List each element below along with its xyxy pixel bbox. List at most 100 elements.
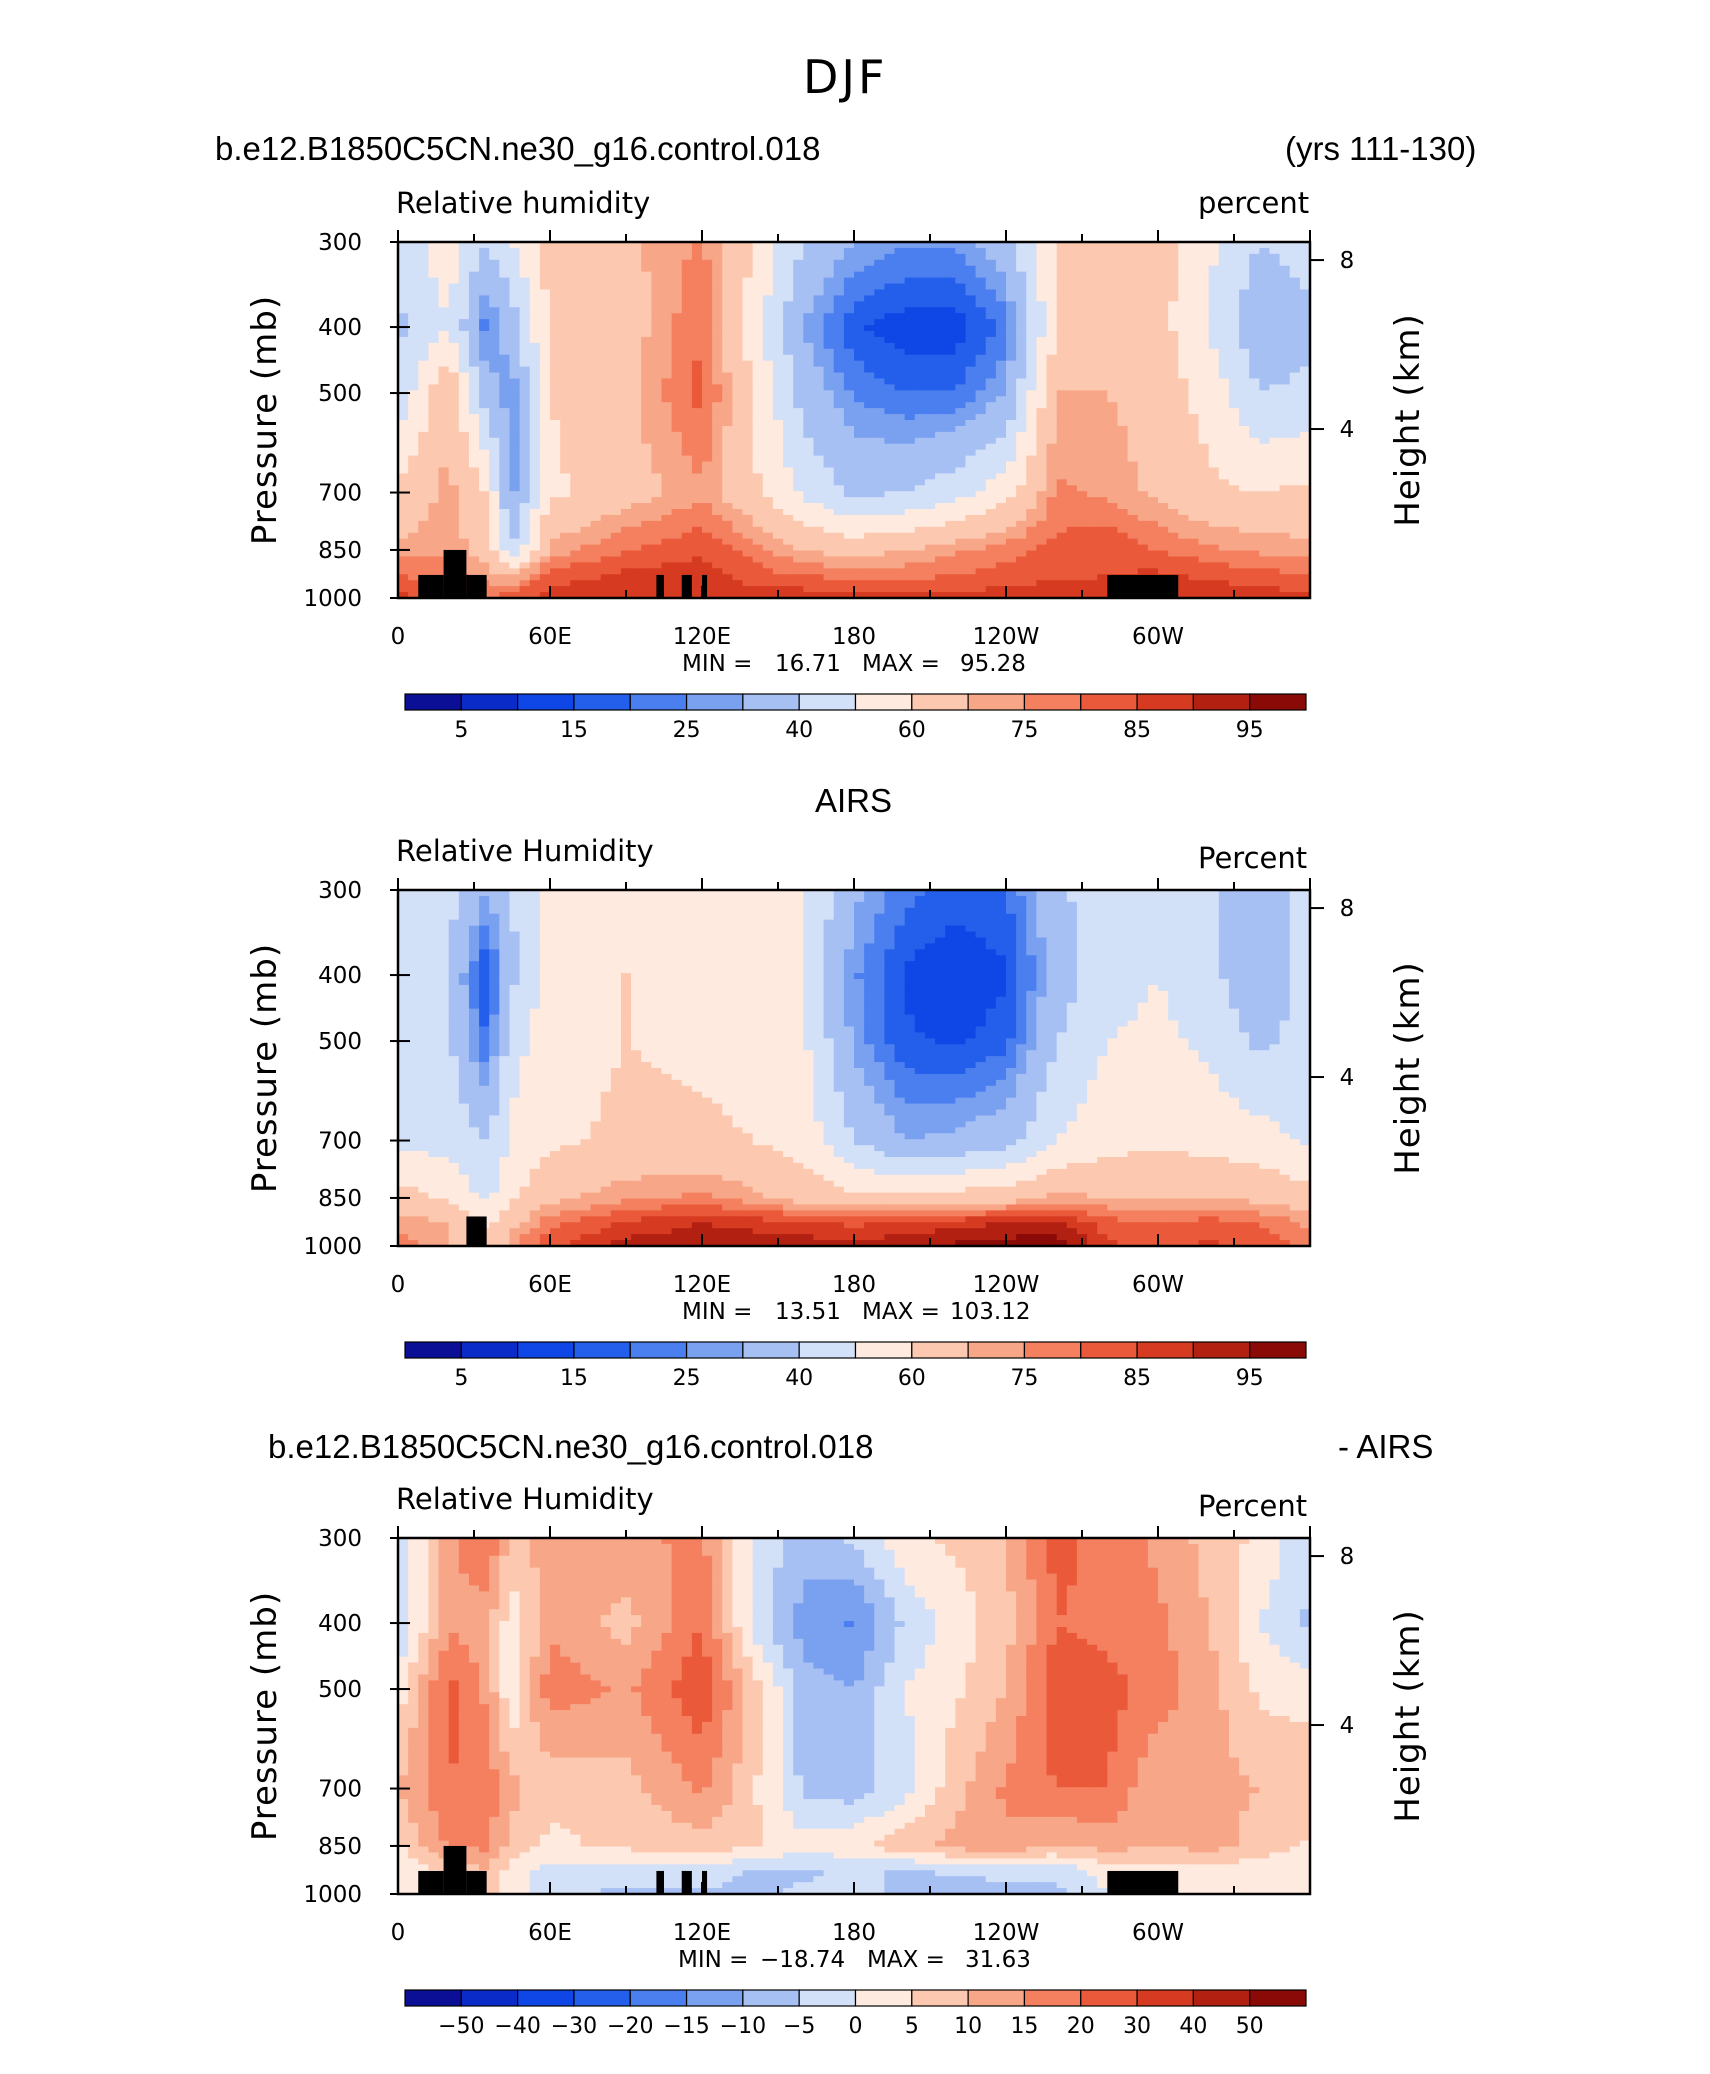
contour-cell [438,325,450,332]
contour-cell [935,550,946,558]
contour-cell [1076,325,1088,332]
contour-cell [1289,473,1301,480]
contour-cell [418,253,429,261]
contour-cell [631,526,642,534]
contour-cell [1259,408,1271,415]
contour-cell [752,277,764,285]
contour-cell [509,360,521,368]
contour-cell [803,366,815,374]
contour-cell [448,449,460,457]
contour-cell [1269,497,1281,504]
contour-cell [1239,366,1250,374]
contour-cell [904,253,916,261]
contour-cell [428,473,440,480]
contour-cell [671,437,683,445]
contour-cell [600,295,612,302]
contour-cell [1188,479,1200,486]
contour-cell [519,420,531,427]
contour-cell [1168,485,1179,492]
contour-cell [783,277,794,285]
contour-cell [1006,289,1017,296]
contour-cell [1218,544,1230,552]
contour-cell [448,420,460,427]
contour-cell [1178,242,1189,249]
contour-cell [529,479,541,486]
contour-cell [772,467,784,474]
contour-cell [448,455,460,463]
contour-cell [762,366,774,374]
contour-cell [772,431,784,439]
contour-cell [418,568,429,575]
contour-cell [793,253,804,261]
contour-cell [428,467,440,474]
contour-cell [428,265,440,273]
contour-cell [1127,242,1139,249]
contour-cell [1218,283,1230,291]
contour-cell [539,342,551,350]
contour-cell [418,497,429,504]
contour-cell [1208,520,1220,528]
contour-cell [479,550,490,558]
contour-cell [529,390,541,397]
contour-cell [620,550,632,558]
contour-cell [489,449,500,457]
contour-cell [570,532,581,540]
contour-cell [1066,301,1078,308]
contour-cell [995,431,1007,439]
contour-cell [1188,247,1200,255]
contour-cell [620,503,632,510]
contour-cell [955,520,967,528]
contour-cell [1056,366,1068,374]
contour-cell [975,277,987,285]
contour-cell [1198,526,1210,534]
contour-cell [1147,485,1159,492]
contour-cell [1218,390,1230,397]
contour-cell [529,289,541,296]
contour-cell [1198,366,1210,374]
contour-cell [1168,544,1179,552]
contour-cell [1127,390,1139,397]
contour-cell [600,562,612,569]
contour-cell [398,538,409,546]
contour-cell [1066,360,1078,368]
contour-cell [539,277,551,285]
contour-cell [1158,414,1169,421]
contour-cell [722,461,733,469]
contour-cell [955,307,967,314]
contour-cell [641,402,652,409]
contour-cell [864,520,875,528]
contour-cell [732,485,744,492]
contour-cell [691,325,703,332]
contour-cell [610,378,622,385]
contour-cell [1127,384,1139,391]
contour-cell [408,342,419,350]
contour-cell [1249,247,1260,255]
contour-cell [732,509,744,516]
contour-cell [681,384,693,391]
contour-cell [539,372,551,380]
contour-cell [1188,253,1200,261]
contour-cell [610,532,622,540]
contour-cell [1046,259,1058,267]
contour-cell [691,449,703,457]
contour-cell [1188,509,1200,516]
contour-cell [843,390,855,397]
contour-cell [1168,259,1179,267]
contour-cell [1228,301,1240,308]
contour-cell [985,491,997,498]
contour-cell [1239,414,1250,421]
contour-cell [1026,319,1037,326]
contour-cell [874,437,885,445]
contour-cell [1127,348,1139,356]
contour-cell [945,526,956,534]
contour-cell [529,461,541,469]
contour-cell [904,331,916,338]
contour-cell [702,414,713,421]
contour-cell [418,242,429,249]
contour-cell [1147,319,1159,326]
contour-cell [479,467,490,474]
contour-cell [600,390,612,397]
contour-cell [1299,497,1311,504]
contour-cell [1228,360,1240,368]
contour-cell [985,402,997,409]
